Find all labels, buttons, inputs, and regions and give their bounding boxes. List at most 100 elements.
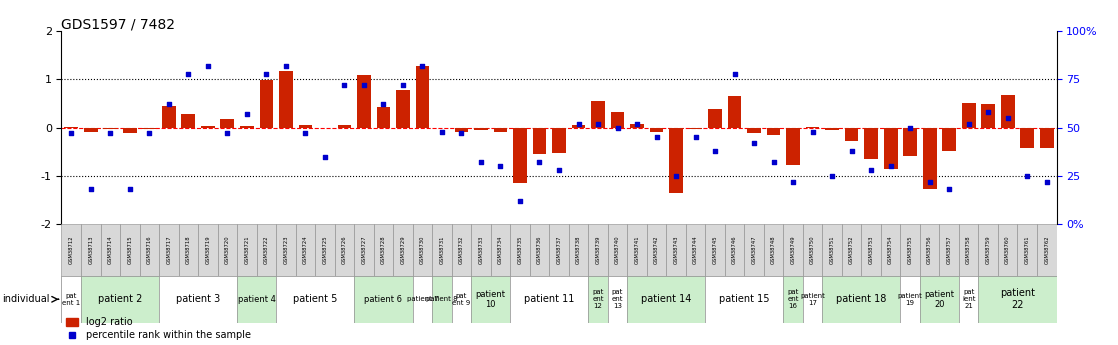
Point xyxy=(238,111,256,117)
Bar xyxy=(237,276,276,323)
Text: patient 5: patient 5 xyxy=(293,294,338,304)
Bar xyxy=(433,224,452,276)
Bar xyxy=(299,125,312,128)
Bar xyxy=(198,224,218,276)
Bar xyxy=(900,276,920,323)
Bar xyxy=(354,224,373,276)
Bar xyxy=(569,224,588,276)
Bar xyxy=(65,127,78,128)
Text: GSM38729: GSM38729 xyxy=(400,236,406,264)
Bar xyxy=(784,276,803,323)
Point xyxy=(843,148,861,154)
Bar xyxy=(845,128,859,141)
Text: GSM38714: GSM38714 xyxy=(107,236,113,264)
Text: GSM38743: GSM38743 xyxy=(673,236,679,264)
Text: GSM38719: GSM38719 xyxy=(206,236,210,264)
Bar xyxy=(764,224,784,276)
Text: GDS1597 / 7482: GDS1597 / 7482 xyxy=(61,17,176,31)
Text: patient 7: patient 7 xyxy=(407,296,438,302)
Point xyxy=(959,121,977,127)
Bar xyxy=(142,128,157,129)
Bar xyxy=(1038,224,1057,276)
Text: GSM38762: GSM38762 xyxy=(1044,236,1050,264)
Text: patient 3: patient 3 xyxy=(176,294,220,304)
Point xyxy=(1018,173,1036,179)
Text: GSM38739: GSM38739 xyxy=(596,236,600,264)
Point xyxy=(667,173,685,179)
Bar xyxy=(627,276,705,323)
Point xyxy=(102,131,120,136)
Text: patient
22: patient 22 xyxy=(999,288,1035,310)
Bar xyxy=(259,80,273,128)
Bar xyxy=(982,105,995,128)
Bar xyxy=(608,224,627,276)
Text: GSM38745: GSM38745 xyxy=(712,236,718,264)
Bar xyxy=(959,224,978,276)
Bar xyxy=(354,276,413,323)
Text: GSM38760: GSM38760 xyxy=(1005,236,1011,264)
Bar xyxy=(455,128,468,131)
Bar xyxy=(513,128,527,183)
Bar xyxy=(452,224,471,276)
Text: individual: individual xyxy=(2,295,49,304)
Text: GSM38737: GSM38737 xyxy=(557,236,561,264)
Text: GSM38754: GSM38754 xyxy=(888,236,893,264)
Text: pat
ent
12: pat ent 12 xyxy=(593,289,604,309)
Text: GSM38757: GSM38757 xyxy=(947,236,951,264)
Bar xyxy=(140,224,159,276)
Bar xyxy=(903,128,917,156)
Bar xyxy=(861,224,881,276)
Text: pat
ent 9: pat ent 9 xyxy=(453,293,471,306)
Bar xyxy=(377,107,390,128)
Point xyxy=(82,187,100,192)
Text: GSM38759: GSM38759 xyxy=(986,236,991,264)
Legend: log2 ratio, percentile rank within the sample: log2 ratio, percentile rank within the s… xyxy=(66,317,250,340)
Text: patient
20: patient 20 xyxy=(925,289,955,309)
Bar xyxy=(357,75,371,128)
Bar xyxy=(491,224,510,276)
Bar xyxy=(532,128,547,154)
Bar xyxy=(1001,95,1014,128)
Bar xyxy=(471,224,491,276)
Bar xyxy=(666,224,685,276)
Bar xyxy=(627,224,647,276)
Bar xyxy=(80,276,159,323)
Bar xyxy=(123,128,136,134)
Text: GSM38736: GSM38736 xyxy=(537,236,542,264)
Text: GSM38751: GSM38751 xyxy=(830,236,835,264)
Point xyxy=(414,63,432,69)
Text: patient 15: patient 15 xyxy=(719,294,769,304)
Point xyxy=(647,135,665,140)
Text: GSM38721: GSM38721 xyxy=(245,236,249,264)
Bar xyxy=(705,224,724,276)
Bar xyxy=(650,128,663,131)
Point xyxy=(335,82,353,88)
Text: GSM38758: GSM38758 xyxy=(966,236,972,264)
Bar xyxy=(803,224,823,276)
Point xyxy=(316,154,334,159)
Point xyxy=(433,129,451,134)
Text: patient
19: patient 19 xyxy=(898,293,922,306)
Point xyxy=(726,71,743,76)
Point xyxy=(511,198,529,204)
Bar xyxy=(825,128,838,130)
Bar xyxy=(181,114,196,128)
Bar xyxy=(959,276,978,323)
Text: GSM38724: GSM38724 xyxy=(303,236,307,264)
Bar xyxy=(670,128,683,193)
Bar xyxy=(571,125,586,128)
Text: GSM38748: GSM38748 xyxy=(771,236,776,264)
Bar xyxy=(823,224,842,276)
Point xyxy=(277,63,295,69)
Point xyxy=(472,160,490,165)
Bar xyxy=(120,224,140,276)
Point xyxy=(199,63,217,69)
Bar xyxy=(452,276,471,323)
Bar xyxy=(784,224,803,276)
Text: GSM38730: GSM38730 xyxy=(420,236,425,264)
Bar xyxy=(786,128,800,165)
Bar xyxy=(552,128,566,153)
Bar xyxy=(881,224,900,276)
Point xyxy=(179,71,197,76)
Bar xyxy=(220,119,234,128)
